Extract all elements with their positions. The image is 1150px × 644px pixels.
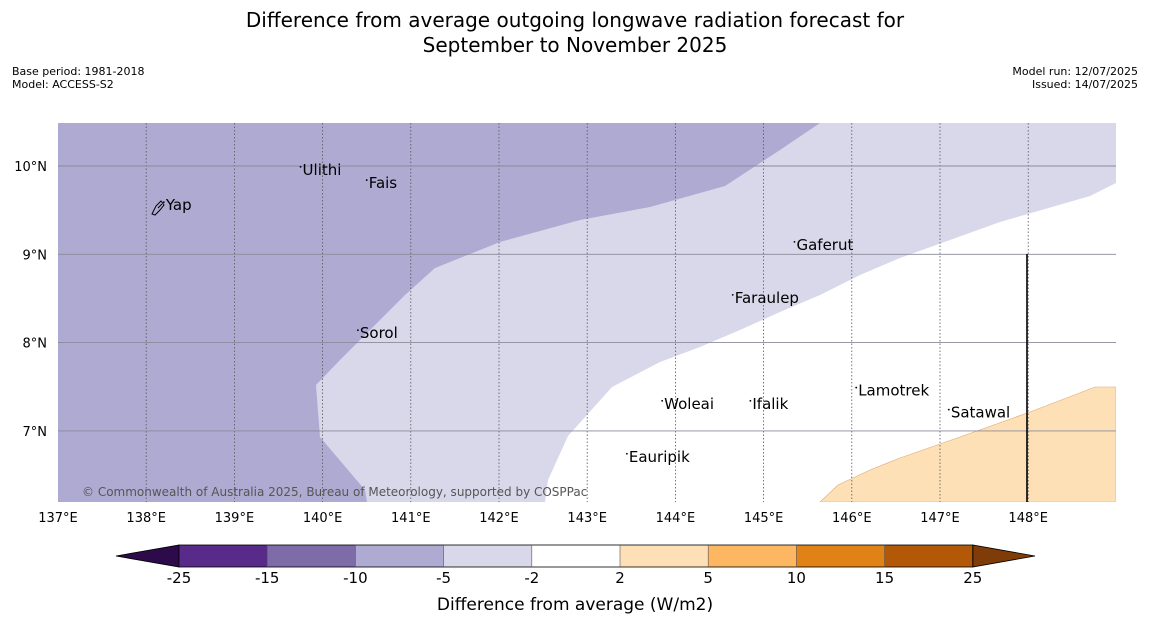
colorbar-tick-label: -10 [343,569,368,587]
place-label: Lamotrek [858,382,929,400]
place-label: Faraulep [735,289,799,307]
colorbar-over-arrow [972,544,1036,568]
lat-tick-label: 10°N [14,160,47,175]
colorbar-tick-label: -15 [255,569,280,587]
strong-negative-region [58,123,820,502]
island-marker [365,179,368,181]
longitude-tick-labels: 137°E 138°E 139°E 140°E 141°E 142°E 143°E 144°E… [38,511,1048,526]
yap-island-outline [151,200,165,216]
island-marker [356,329,359,332]
lon-tick-label: 140°E [303,511,343,526]
island-marker [731,293,734,296]
lon-tick-label: 146°E [832,511,872,526]
colorbar-swatch [620,545,709,567]
title-line-2: September to November 2025 [422,33,728,57]
lon-tick-label: 141°E [391,511,431,526]
place-labels: Ulithi Fais Yap Gaferut Faraulep Sorol Lamotre… [162,161,1010,466]
chart-title: Difference from average outgoing longwav… [0,8,1150,58]
parallel-lines [58,165,1116,432]
lat-tick-label: 8°N [23,337,48,352]
colorbar-swatch [708,545,797,567]
island-marker [749,399,752,402]
island-marker [793,240,796,243]
colorbar-frame [178,544,974,568]
place-label: Fais [369,174,398,192]
colorbar-tick-label: 15 [875,569,894,587]
lon-tick-label: 139°E [215,511,255,526]
place-label: Yap [165,196,192,214]
lon-tick-label: 138°E [126,511,166,526]
island-marker [661,399,664,402]
colorbar-under-arrow [115,544,180,568]
meta-right: Model run: 12/07/2025 Issued: 14/07/2025 [1012,65,1138,91]
issued-text: Issued: 14/07/2025 [1031,78,1138,91]
island-marker [855,386,858,389]
lon-tick-label: 144°E [656,511,696,526]
model-run-text: Model run: 12/07/2025 [1012,65,1138,78]
model-text: Model: ACCESS-S2 [12,78,114,91]
meta-left: Base period: 1981-2018 Model: ACCESS-S2 [12,65,144,91]
lon-tick-label: 147°E [920,511,960,526]
base-period-text: Base period: 1981-2018 [12,65,145,78]
colorbar-tick-label: 2 [615,569,625,587]
colorbar-swatch [884,545,973,567]
colorbar-swatch [531,545,620,567]
place-label: Gaferut [796,236,853,254]
place-label: Ulithi [303,161,342,179]
lat-tick-label: 9°N [23,248,48,263]
island-marker [947,408,950,411]
lon-tick-label: 142°E [479,511,519,526]
title-line-1: Difference from average outgoing longwav… [245,8,905,32]
colorbar-label: Difference from average (W/m2) [437,595,713,615]
place-label: Ifalik [752,395,788,413]
colorbar: -25 -15 -10 -5 -2 2 5 10 15 25 [115,544,1036,587]
lat-tick-label: 7°N [23,425,48,440]
colorbar-swatch [443,545,532,567]
lon-tick-label: 148°E [1008,511,1048,526]
meridian-lines [145,123,1029,502]
island-marker [625,452,628,455]
lon-tick-label: 143°E [567,511,607,526]
lon-tick-label: 145°E [744,511,784,526]
map-area: Ulithi Fais Yap Gaferut Faraulep Sorol Lamotre… [58,123,1116,502]
colorbar-tick-label: -25 [167,569,192,587]
place-label: Eauripik [629,448,690,466]
weak-positive-region [819,386,1116,502]
place-label: Satawal [951,404,1010,422]
colorbar-swatch [796,545,885,567]
island-marker [162,201,165,204]
colorbar-tick-label: 25 [963,569,982,587]
copyright-text: © Commonwealth of Australia 2025, Bureau… [82,485,587,499]
colorbar-swatch [267,545,356,567]
place-label: Woleai [664,395,714,413]
latitude-tick-labels: 10°N 9°N 8°N 7°N [14,160,47,440]
lon-tick-label: 137°E [38,511,78,526]
colorbar-tick-label: -5 [436,569,451,587]
colorbar-tick-label: 10 [787,569,806,587]
colorbar-tick-label: 5 [703,569,713,587]
colorbar-swatch [179,545,268,567]
place-label: Sorol [360,324,398,342]
colorbar-swatch [355,545,444,567]
island-marker [299,165,302,168]
colorbar-tick-label: -2 [524,569,539,587]
